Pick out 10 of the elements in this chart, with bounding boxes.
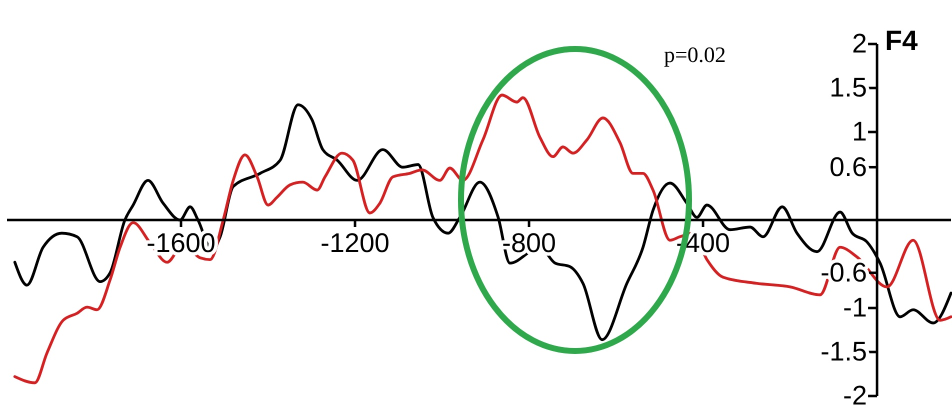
y-tick-label: -1.5: [820, 336, 868, 367]
y-tick-label: 0.6: [830, 152, 868, 182]
y-tick-label: -2: [843, 380, 868, 411]
y-tick-label: 1.5: [830, 72, 868, 103]
x-tick-label: -1200: [320, 228, 390, 258]
annotation: p=0.02: [664, 42, 726, 67]
y-tick-label: -1: [843, 292, 868, 323]
y-tick-label: 2: [852, 28, 868, 59]
chart-title: F4: [885, 25, 918, 56]
y-tick-label: 1: [852, 116, 868, 147]
